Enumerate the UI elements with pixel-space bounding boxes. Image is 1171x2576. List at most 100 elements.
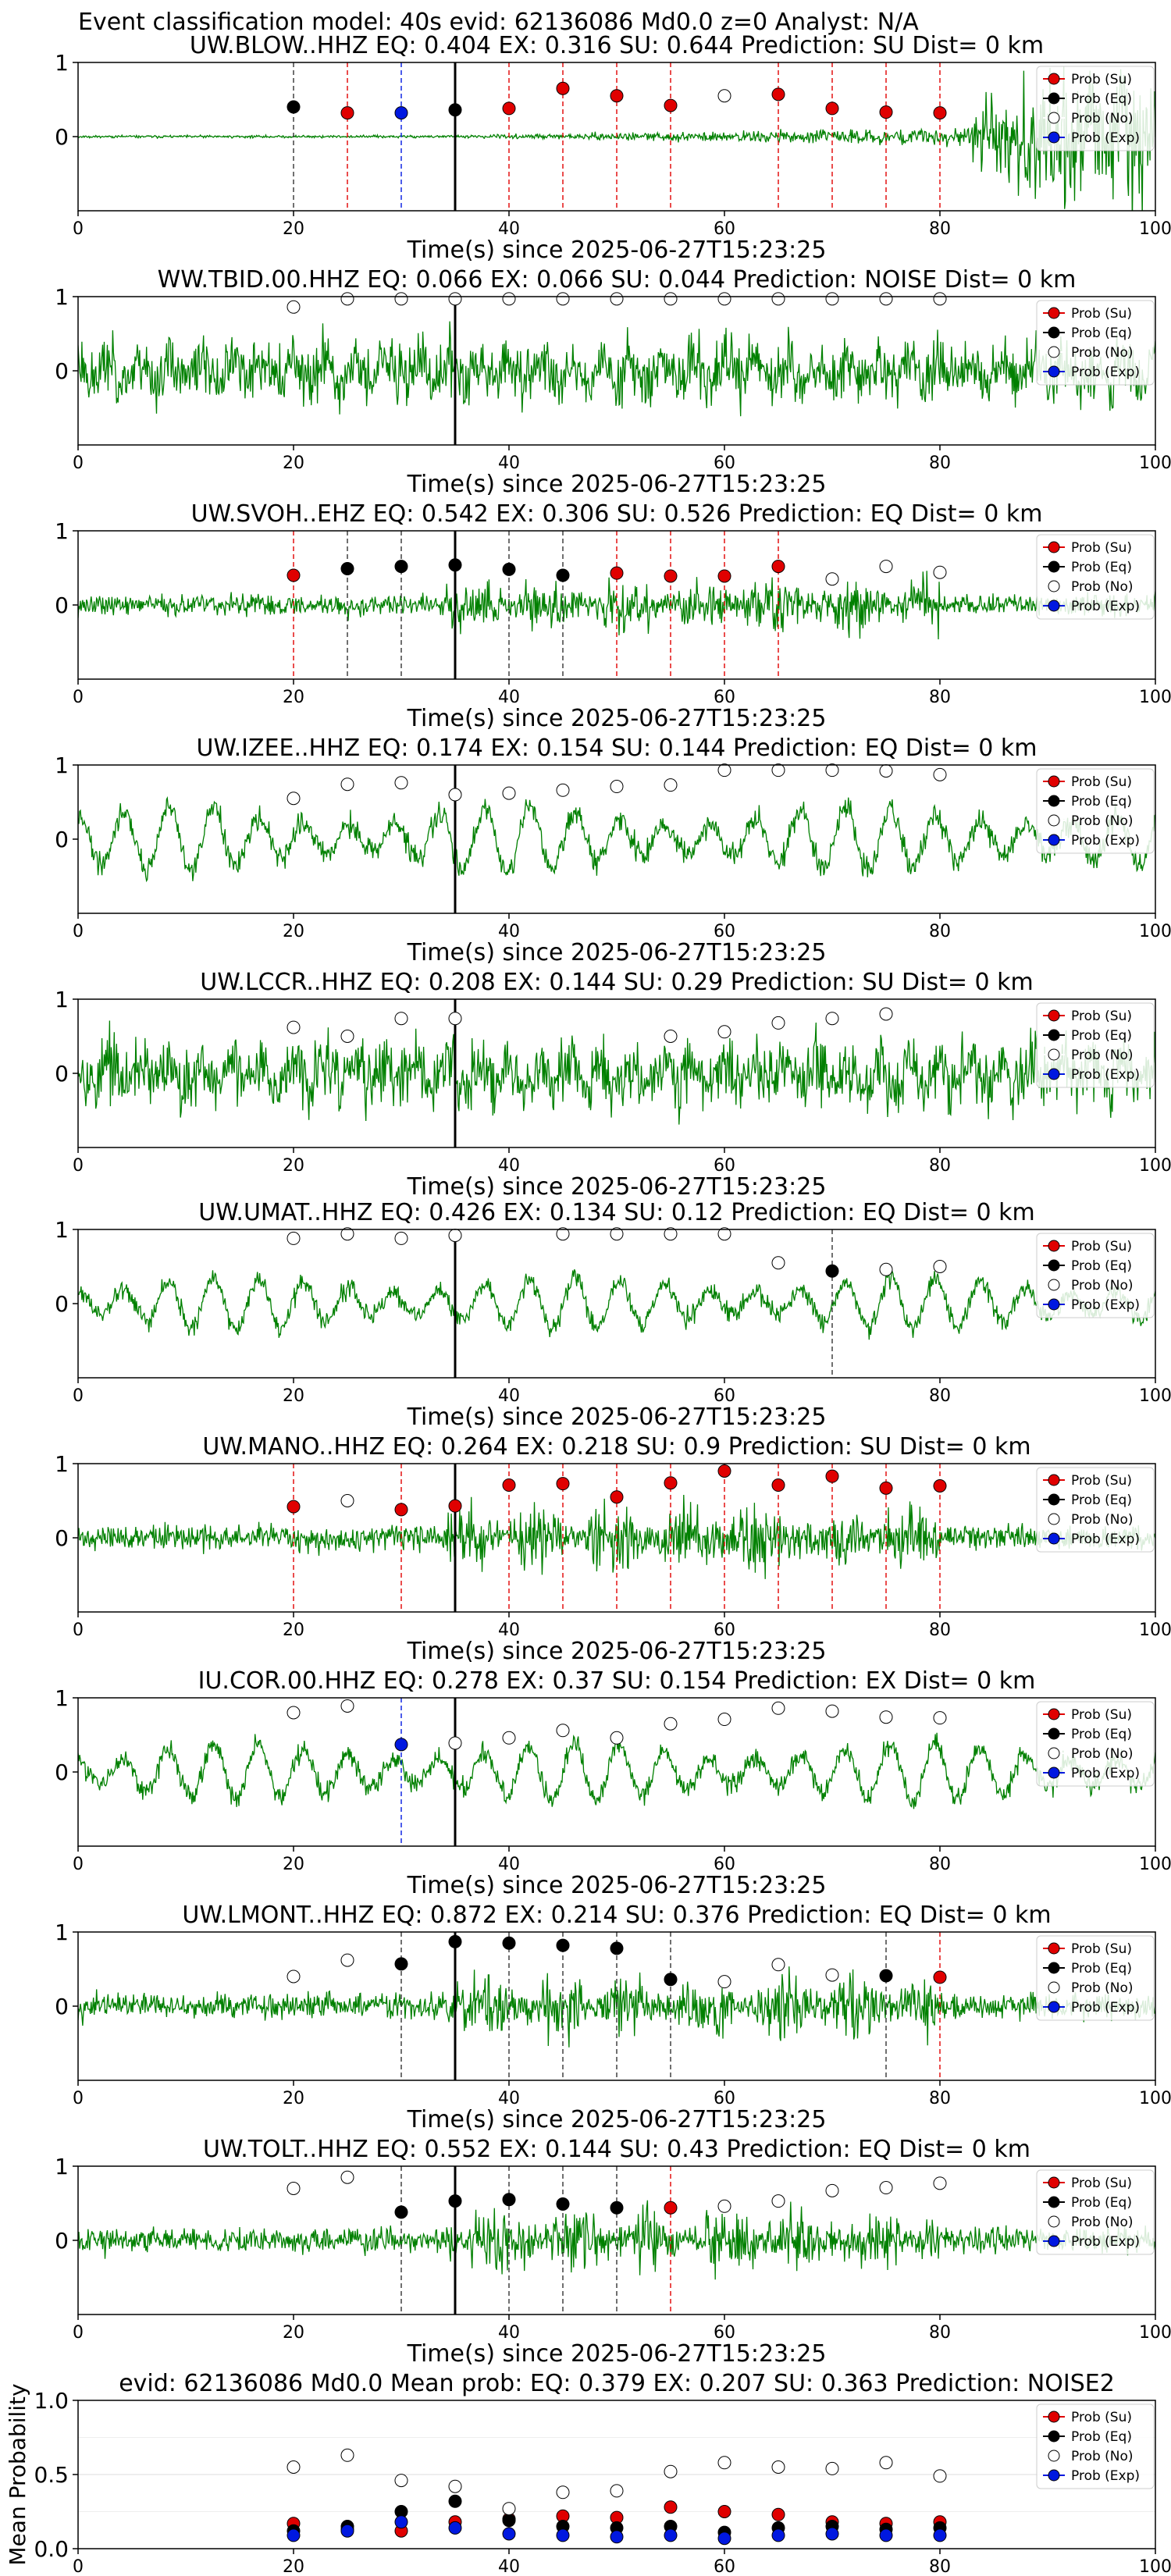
legend-item: Prob (No) [1043,2215,1134,2230]
legend-item: Prob (Exp) [1043,1532,1140,1547]
mean-probability-point [717,2505,731,2518]
probability-point [287,1020,301,1034]
x-tick-label: 80 [929,2323,951,2343]
legend-label: Prob (Eq) [1071,1961,1132,1976]
legend-label: Prob (No) [1071,1980,1134,1996]
mean-probability-point [664,2464,678,2478]
legend-marker [1048,1962,1060,1974]
legend-label: Prob (Su) [1071,2410,1132,2425]
legend-marker [1048,1474,1060,1486]
x-tick-label: 100 [1139,2323,1171,2343]
x-tick-label: 0 [73,1386,84,1406]
probability-point [717,569,731,583]
legend-marker [1048,541,1060,553]
probability-point [556,292,570,306]
probability-point [556,1227,570,1241]
mean-probability-point [448,2479,462,2493]
panel: UW.BLOW..HHZ EQ: 0.404 EX: 0.316 SU: 0.6… [55,32,1171,264]
legend-label: Prob (Su) [1071,1941,1132,1957]
x-axis-label: Time(s) since 2025-06-27T15:23:25 [407,1872,827,1899]
probability-point [933,1970,947,1984]
x-tick-label: 60 [714,2089,735,2108]
panel-title: UW.LMONT..HHZ EQ: 0.872 EX: 0.214 SU: 0.… [182,1902,1051,1929]
mean-probability-point [556,2485,570,2500]
legend-item: Prob (Su) [1043,2410,1132,2425]
legend: Prob (Su) Prob (Eq) Prob (No) Prob (Exp) [1036,1701,1155,1787]
probability-point [340,1494,354,1507]
probability-point [448,1499,462,1513]
legend-frame [1036,1002,1155,1088]
legend-marker [1048,814,1060,827]
probability-point [394,1957,408,1971]
probability-point [771,292,785,306]
x-tick-label: 100 [1139,688,1171,707]
legend-label: Prob (Su) [1071,306,1132,322]
legend-label: Prob (Su) [1071,1239,1132,1254]
probability-point [394,1738,408,1752]
y-tick-label: 0 [55,1994,69,2019]
x-axis-label: Time(s) since 2025-06-27T15:23:25 [407,939,827,966]
legend-label: Prob (Exp) [1071,1532,1140,1547]
probability-point [664,292,678,306]
legend-item: Prob (Eq) [1043,2429,1132,2445]
probability-point [771,1256,785,1270]
probability-point [610,1941,624,1955]
mean-probability-point [825,2527,839,2541]
legend: Prob (Su) Prob (Eq) Prob (No) Prob (Exp) [1036,534,1155,620]
legend-item: Prob (No) [1043,1048,1134,1063]
probability-point [340,777,354,792]
y-tick-label: 1 [55,518,69,544]
legend-marker [1048,365,1060,378]
x-tick-label: 80 [929,454,951,473]
legend-marker [1048,775,1060,788]
legend: Prob (Su) Prob (Eq) Prob (No) Prob (Exp) [1036,2169,1155,2255]
legend-item: Prob (No) [1043,813,1134,829]
legend-frame [1036,1701,1155,1787]
probability-point [610,1731,624,1745]
x-tick-label: 0 [73,922,84,941]
mean-probability-point [771,2507,785,2521]
y-tick-label: 1 [55,284,69,310]
probability-point [340,2170,354,2184]
legend-item: Prob (Su) [1043,2176,1132,2191]
x-tick-label: 20 [283,688,304,707]
x-tick-label: 20 [283,922,304,941]
probability-point [771,1701,785,1715]
probability-point [933,292,947,306]
probability-point [717,89,731,103]
seismogram-trace [78,795,1155,883]
probability-point [825,1264,839,1278]
probability-point [287,792,301,806]
probability-point [771,2194,785,2208]
legend-marker [1048,326,1060,339]
mean-probability-point [879,2528,893,2542]
legend-marker [1048,2176,1060,2189]
legend-item: Prob (Exp) [1043,1766,1140,1781]
legend-label: Prob (No) [1071,813,1134,829]
mean-probability-point [771,2528,785,2542]
mean-probability-point [610,2484,624,2498]
legend-item: Prob (Eq) [1043,1028,1132,1044]
legend-label: Prob (Eq) [1071,1258,1132,1274]
legend-frame [1036,300,1155,386]
x-tick-label: 100 [1139,454,1171,473]
x-tick-label: 0 [73,1621,84,1640]
probability-point [933,106,947,120]
probability-point [933,1479,947,1493]
probability-point [664,1973,678,1987]
x-tick-label: 80 [929,219,951,239]
legend-label: Prob (Exp) [1071,130,1140,146]
legend-item: Prob (Su) [1043,1239,1132,1254]
panel-title: UW.BLOW..HHZ EQ: 0.404 EX: 0.316 SU: 0.6… [190,32,1044,59]
x-axis-label: Time(s) since 2025-06-27T15:23:25 [407,2106,827,2133]
probability-point [771,87,785,101]
x-tick-label: 0 [73,2323,84,2343]
probability-point [394,2205,408,2219]
legend-label: Prob (No) [1071,111,1134,126]
probability-point [287,1500,301,1514]
mean-probability-point [340,2448,354,2462]
y-tick-label: 0 [55,2228,69,2254]
legend-marker [1048,600,1060,612]
legend-label: Prob (No) [1071,579,1134,595]
